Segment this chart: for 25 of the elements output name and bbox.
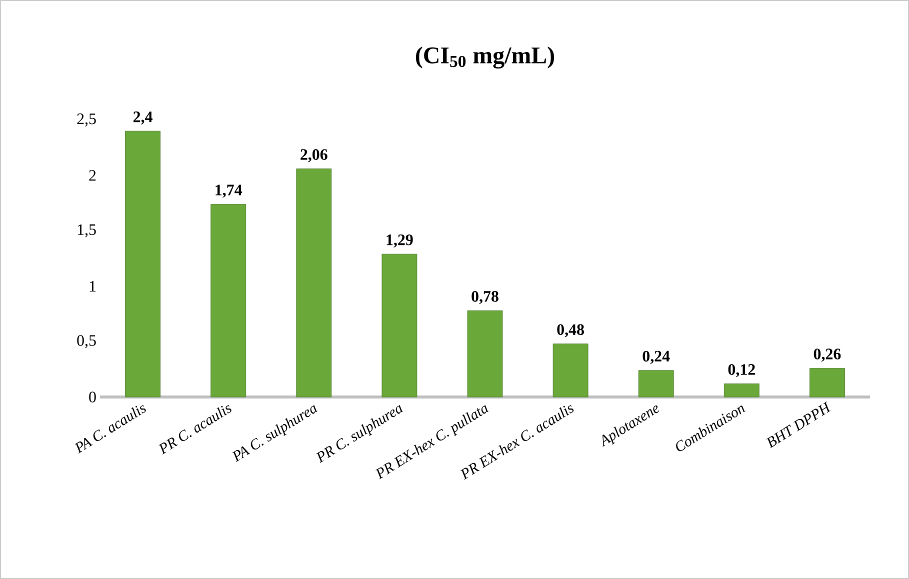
data-label: 0,24 — [642, 350, 670, 364]
bar — [382, 254, 418, 398]
y-tick-label: 0 — [89, 392, 96, 402]
bar — [210, 204, 246, 398]
y-tick-label: 2 — [89, 170, 96, 181]
y-tick-label: 1 — [90, 280, 96, 292]
y-tick-label: 2,5 — [77, 114, 96, 126]
bar — [296, 168, 332, 398]
data-label: 2,4 — [133, 112, 152, 125]
data-label: 0,12 — [728, 364, 755, 378]
data-label: 0,26 — [814, 348, 841, 362]
chart-title: (CI$_{50}$ mg/mL) — [416, 46, 554, 68]
y-tick-label: 0,5 — [77, 335, 96, 348]
bar — [638, 370, 674, 398]
bar — [552, 344, 588, 398]
bar — [125, 130, 160, 398]
bar — [467, 310, 503, 398]
data-label: 1,29 — [386, 234, 413, 248]
bar — [724, 384, 760, 398]
y-tick-label: 1,5 — [78, 224, 96, 238]
data-label: 2,06 — [300, 149, 328, 162]
data-label: 1,74 — [216, 184, 242, 198]
data-label: 0,48 — [557, 324, 584, 338]
bar — [810, 368, 845, 398]
data-label: 0,78 — [472, 290, 498, 304]
